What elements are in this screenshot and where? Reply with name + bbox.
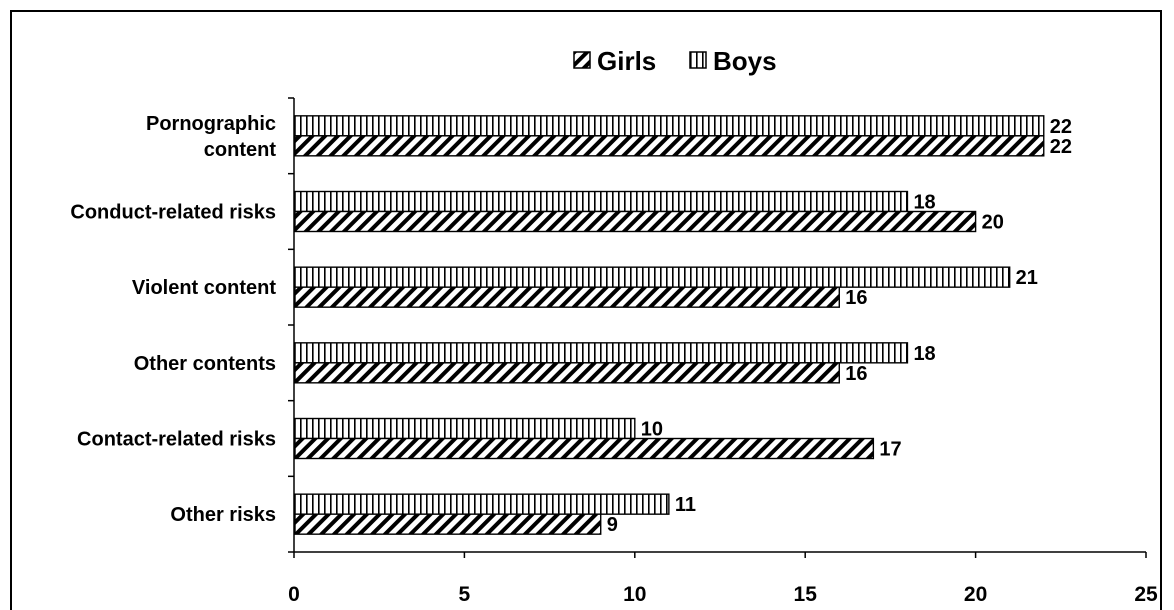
x-tick-label: 0	[288, 583, 300, 604]
data-label-boys: 11	[675, 494, 696, 516]
legend-swatch-girls	[573, 51, 591, 69]
data-label-girls: 16	[845, 363, 867, 385]
data-label-boys: 22	[1050, 116, 1072, 138]
bar-boys	[294, 115, 1045, 137]
bar-girls	[294, 513, 602, 535]
bar-boys	[294, 266, 1011, 288]
bar-girls	[294, 362, 840, 384]
data-label-boys: 21	[1016, 267, 1038, 289]
data-label-boys: 10	[641, 419, 663, 441]
category-label: Pornographic	[146, 113, 276, 135]
x-tick-label: 25	[1134, 583, 1158, 604]
legend-label-girls: Girls	[597, 46, 656, 76]
bar-boys	[294, 493, 670, 515]
category-label: Conduct-related risks	[70, 202, 276, 224]
data-label-girls: 16	[845, 287, 867, 309]
category-label: Contact-related risks	[77, 429, 276, 451]
data-label-girls: 20	[982, 212, 1004, 234]
data-label-girls: 9	[607, 514, 618, 536]
category-label: Other risks	[170, 504, 276, 526]
data-label-girls: 22	[1050, 136, 1072, 158]
data-label-boys: 18	[913, 343, 935, 365]
x-tick-label: 20	[964, 583, 987, 604]
data-label-boys: 18	[913, 192, 935, 214]
bar-girls	[294, 437, 875, 460]
bar-boys	[294, 190, 909, 213]
legend-swatch-boys	[689, 51, 707, 69]
x-tick-label: 10	[623, 583, 646, 604]
category-label: Violent content	[132, 277, 276, 299]
x-tick-label: 15	[794, 583, 818, 604]
chart-legend: Girls Boys	[573, 46, 777, 76]
bar-boys	[294, 417, 636, 440]
legend-label-boys: Boys	[713, 46, 777, 76]
bar-girls	[294, 286, 840, 308]
data-label-girls: 17	[879, 439, 901, 461]
chart-axes	[288, 97, 1147, 558]
category-label: content	[204, 139, 277, 161]
chart-bars	[294, 115, 1045, 535]
bar-girls	[294, 210, 977, 233]
category-label: Other contents	[134, 353, 276, 375]
bar-boys	[294, 342, 909, 364]
x-tick-label: 5	[459, 583, 471, 604]
bar-girls	[294, 135, 1045, 157]
